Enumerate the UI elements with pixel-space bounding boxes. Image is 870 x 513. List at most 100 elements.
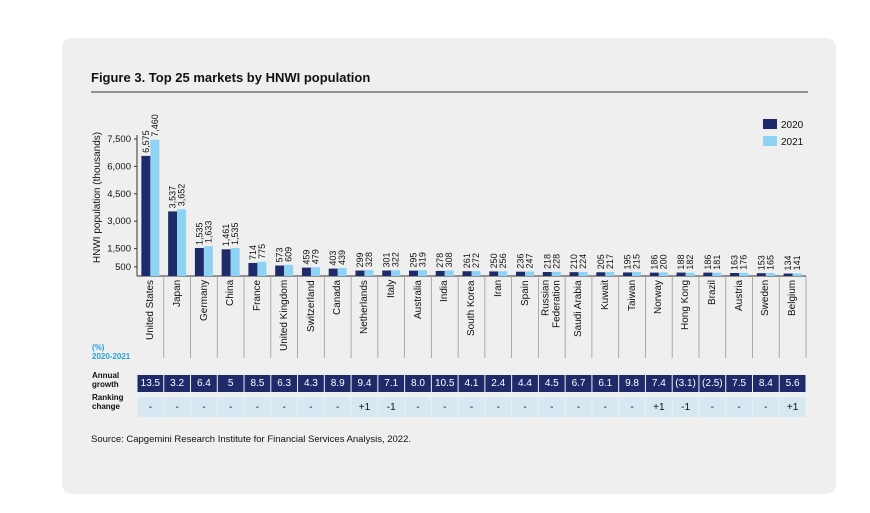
value-label: 181 <box>712 255 722 270</box>
table-cell-text: 7.1 <box>384 378 399 389</box>
table-cell <box>137 397 164 417</box>
table-cell <box>726 375 752 392</box>
table-cell <box>699 375 726 392</box>
value-label: 195 <box>623 254 633 269</box>
bar <box>462 271 472 276</box>
table-cell <box>645 375 672 392</box>
table-cell-text: 8.4 <box>758 378 773 389</box>
bar <box>489 271 499 276</box>
bar <box>516 271 526 276</box>
x-tick-label: Hong Kong <box>680 280 692 331</box>
table-cell-text: 3.2 <box>170 378 185 389</box>
y-tick-label: 4,500 <box>107 189 131 200</box>
bar <box>328 268 338 276</box>
table-cell <box>458 397 485 417</box>
value-label: 459 <box>301 250 311 265</box>
value-label: 163 <box>730 255 740 270</box>
x-tick-label: Kuwait <box>599 280 611 311</box>
x-tick-label: Germany <box>198 280 210 322</box>
table-cell <box>324 397 351 417</box>
value-label: 247 <box>525 253 535 268</box>
bar <box>649 272 659 276</box>
value-label: 403 <box>328 251 338 266</box>
table-cell-text: - <box>496 401 500 413</box>
table-cell <box>191 375 217 392</box>
bar <box>177 209 187 276</box>
table-cell-text: 6.7 <box>571 378 586 389</box>
table-cell-text: - <box>336 401 340 413</box>
value-label: 236 <box>516 254 526 269</box>
bar <box>444 270 454 276</box>
bar <box>275 265 285 276</box>
table-cell-text: (2.5) <box>702 378 723 389</box>
table-cell <box>619 375 645 392</box>
value-label: 186 <box>703 255 713 270</box>
bar <box>194 247 204 276</box>
table-subheader: 2020-2021 <box>92 352 131 361</box>
x-tick-label: Canada <box>332 280 344 316</box>
bar <box>310 267 320 276</box>
value-label: 215 <box>632 254 642 269</box>
x-tick-label: China <box>225 280 237 307</box>
value-label: 479 <box>310 249 320 264</box>
value-label: 182 <box>685 255 695 270</box>
table-cell <box>244 375 271 392</box>
y-tick-label: 3,000 <box>107 216 131 227</box>
x-tick-label: Iran <box>492 280 504 298</box>
table-cell <box>592 397 619 417</box>
value-label: 210 <box>569 254 579 269</box>
value-label: 228 <box>551 254 561 269</box>
bar <box>230 247 240 276</box>
table-cell <box>431 397 458 417</box>
table-cell <box>298 375 324 392</box>
bar <box>221 249 231 276</box>
table-cell-text: - <box>523 401 527 413</box>
bar <box>792 273 802 276</box>
bar <box>551 271 561 276</box>
value-label: 256 <box>498 253 508 268</box>
x-tick-label: Brazil <box>706 280 718 306</box>
value-label: 176 <box>739 255 749 270</box>
value-label: 573 <box>275 248 285 263</box>
bar <box>739 272 749 276</box>
x-tick-label: Italy <box>385 280 397 299</box>
table-cell-text: 5.6 <box>785 378 800 389</box>
value-label: 217 <box>605 254 615 269</box>
x-tick-label: Austria <box>733 280 745 312</box>
table-cell <box>752 375 779 392</box>
table-cell <box>431 375 458 392</box>
table-cell-text: - <box>255 401 260 413</box>
table-cell-text: 8.0 <box>411 378 425 389</box>
x-tick-label: South Korea <box>465 280 477 336</box>
table-cell <box>779 375 806 392</box>
value-label: 308 <box>444 252 454 267</box>
bar <box>703 272 713 276</box>
table-cell-text: 6.4 <box>196 378 211 389</box>
bar <box>168 211 178 276</box>
table-cell <box>217 375 244 392</box>
x-tick-label: United States <box>144 280 156 341</box>
table-cell <box>565 397 592 417</box>
bar <box>525 271 535 276</box>
value-label: 200 <box>658 254 668 269</box>
value-label: 188 <box>676 255 686 270</box>
table-cell <box>512 397 538 417</box>
bar <box>578 271 588 276</box>
table-cell <box>538 397 565 417</box>
table-cell-text: 4.5 <box>544 378 559 389</box>
table-cell-text: - <box>202 401 206 413</box>
table-cell-text: - <box>710 401 714 413</box>
bar <box>542 272 552 276</box>
bar <box>355 270 365 276</box>
table-cell <box>378 397 405 417</box>
value-label: 301 <box>382 252 392 267</box>
value-label: 272 <box>471 253 481 268</box>
table-header: (%) <box>92 343 105 352</box>
table-cell <box>592 375 619 392</box>
x-tick-label: Belgium <box>787 280 799 317</box>
y-tick-label: 500 <box>115 262 131 273</box>
table-cell-text: 13.5 <box>140 378 161 389</box>
legend-label: 2020 <box>781 120 804 131</box>
x-tick-label: Norway <box>653 280 665 314</box>
